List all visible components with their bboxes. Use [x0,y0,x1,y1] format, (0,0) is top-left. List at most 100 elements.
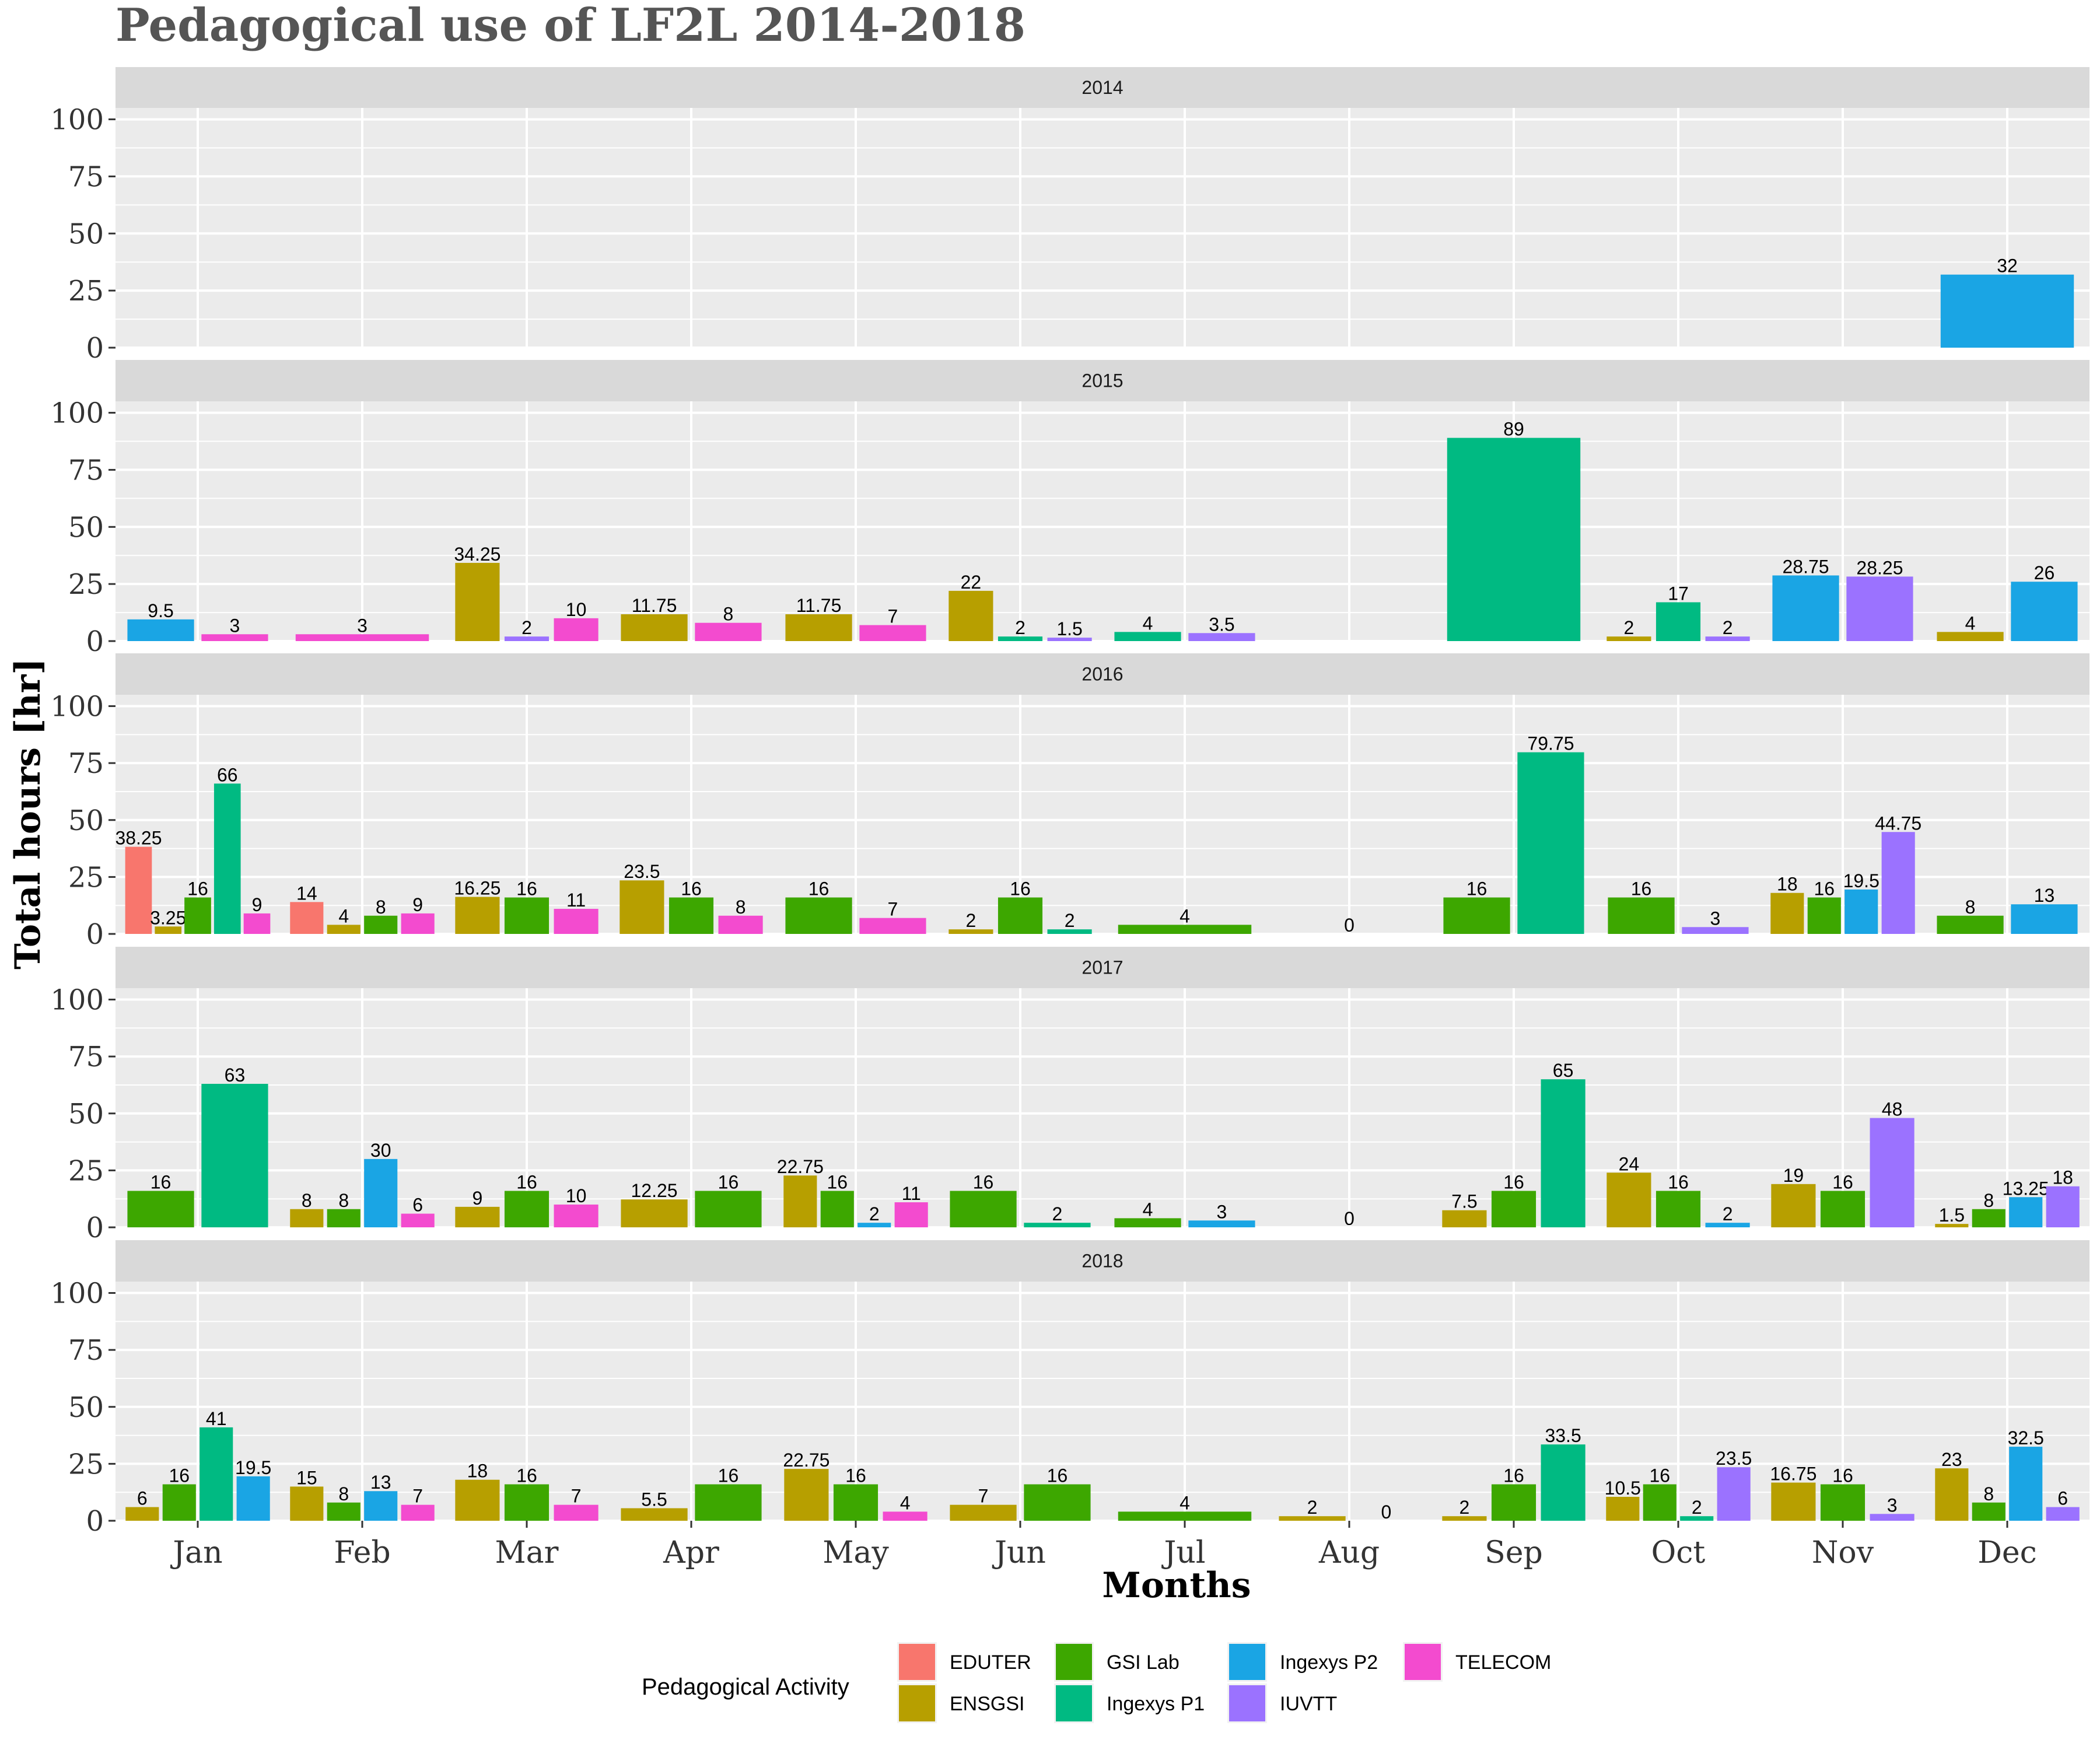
bar-value-label: 3 [1710,908,1721,929]
x-tick-label: Dec [1978,1535,2037,1570]
bar-ensgsi-mar [455,897,500,934]
bar-value-label: 16 [150,1172,172,1193]
bar-value-label: 18 [1777,874,1798,895]
bar-value-label: 4 [1143,612,1153,634]
bar-value-label: 9.5 [148,600,173,621]
facet-strip-label: 2018 [1082,1251,1123,1272]
bar-value-label: 16 [1466,878,1488,900]
bar-value-label: 12.25 [631,1180,678,1201]
legend-swatch-telecom [1405,1644,1441,1680]
bar-ensgsi-oct [1606,636,1651,641]
facet-strip-label: 2016 [1082,664,1123,685]
bar-value-label: 16 [169,1465,190,1486]
y-tick-label: 75 [68,747,104,780]
bar-value-label: 22.75 [783,1450,830,1471]
bar-value-label: 3.25 [150,907,186,928]
bar-value-label: 1.5 [1939,1205,1965,1226]
bar-ingexys-p1-jan [200,1427,233,1521]
bar-ensgsi-nov [1771,1184,1816,1227]
bar-value-label: 63 [225,1065,246,1086]
x-tick-label: Oct [1651,1535,1706,1570]
bar-value-label: 16 [516,1172,537,1193]
y-tick-label: 50 [68,1391,104,1424]
bar-value-label: 2 [1723,617,1733,638]
y-tick-label: 75 [68,454,104,487]
bar-gsi-lab-jan [127,1191,194,1227]
bar-iuvtt-oct [1705,636,1750,641]
facet-strip-label: 2014 [1082,77,1123,98]
bar-eduter-jan [125,846,152,934]
bar-ingexys-p2-dec [2009,1197,2043,1227]
bar-value-label: 2 [1460,1497,1470,1518]
x-tick-label: Feb [334,1535,390,1570]
bar-gsi-lab-jan [184,897,211,934]
facet-panel-2014: 2014 0 25 50 75 100 32 [50,67,2090,365]
bar-value-label: 8 [376,897,386,918]
bar-value-label: 38.25 [115,828,162,849]
bar-telecom-mar [554,618,598,641]
y-tick-label: 25 [68,861,104,894]
bar-gsi-lab-oct [1656,1191,1701,1227]
bar-value-label: 16 [1503,1172,1524,1193]
bar-telecom-apr [718,915,763,934]
bar-value-label: 16 [718,1172,739,1193]
x-tick-label: Sep [1485,1535,1543,1570]
bar-ingexys-p2-feb [364,1491,398,1521]
bar-value-label: 7 [978,1486,989,1507]
y-axis-title: Total hours [hr] [8,658,48,970]
bar-telecom-may [894,1202,928,1227]
bar-ingexys-p1-sep [1541,1444,1586,1521]
bar-value-label: 9 [473,1188,483,1209]
legend: Pedagogical Activity EDUTER ENSGSI GSI Lab I… [642,1642,1551,1723]
legend-swatch-ensgsi [899,1685,935,1721]
bar-ingexys-p2-feb [364,1158,398,1227]
bar-value-label: 16 [1649,1465,1670,1486]
bar-value-label: 7 [412,1486,423,1507]
bar-value-label: 9 [412,894,423,915]
y-tick-label: 100 [50,397,104,430]
bar-value-label: 48 [1882,1099,1903,1120]
bar-telecom-feb [295,634,429,641]
bar-ensgsi-sep [1442,1516,1487,1521]
bar-iuvtt-mar [504,636,550,641]
bar-value-label: 2 [1015,617,1026,638]
bar-iuvtt-nov [1870,1514,1915,1521]
legend-swatch-ingexys-p1 [1056,1685,1092,1721]
bar-ensgsi-apr [620,880,664,934]
bar-value-label: 22 [961,572,982,593]
bar-ensgsi-nov [1770,892,1804,934]
bar-ensgsi-dec [1935,1224,1969,1227]
bar-ingexys-p1-jun [998,636,1043,641]
bar-telecom-may [883,1511,928,1521]
bar-value-label: 18 [2052,1167,2073,1188]
bar-value-label: 3 [1887,1494,1898,1516]
facet-panel-2018: 2018 0 25 50 75 100 6 16 41 19.5 15 8 13 7 18 16 7 5.5 16 2… [50,1240,2090,1538]
bar-ensgsi-feb [290,1209,324,1227]
bar-iuvtt-nov [1846,576,1913,641]
y-tick-label: 75 [68,1041,104,1073]
x-tick-label: Aug [1318,1535,1380,1570]
bar-value-label: 16 [973,1172,994,1193]
bar-value-label: 8 [736,897,746,918]
bar-ensgsi-mar [455,562,500,641]
y-tick-label: 100 [50,691,104,723]
bar-gsi-lab-nov [1807,897,1841,934]
bar-telecom-mar [554,1204,598,1227]
bar-ensgsi-may [784,1469,829,1521]
bar-value-label: 34.25 [454,544,501,565]
bar-ingexys-p2-dec [1940,274,2074,348]
y-tick-label: 0 [86,625,104,658]
bar-iuvtt-dec [2046,1507,2080,1521]
bar-gsi-lab-may [833,1484,878,1521]
bar-value-label: 16 [1010,878,1031,900]
facet-strip [116,1240,2090,1282]
x-tick-label: May [822,1535,889,1570]
bar-value-label: 26 [2034,562,2055,583]
legend-label: Ingexys P2 [1280,1651,1378,1674]
bar-value-label: 16 [516,1465,537,1486]
bar-value-label: 8 [1965,897,1976,918]
bar-value-label: 16 [827,1172,848,1193]
bar-telecom-feb [401,913,435,934]
bar-gsi-lab-jun [998,897,1043,934]
